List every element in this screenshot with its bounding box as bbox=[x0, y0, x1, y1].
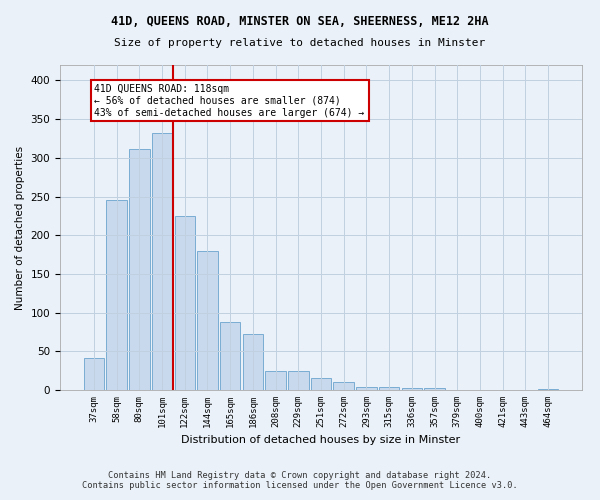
Text: 41D QUEENS ROAD: 118sqm
← 56% of detached houses are smaller (874)
43% of semi-d: 41D QUEENS ROAD: 118sqm ← 56% of detache… bbox=[94, 84, 365, 117]
Bar bbox=[311, 378, 331, 390]
Bar bbox=[152, 133, 172, 390]
X-axis label: Distribution of detached houses by size in Minster: Distribution of detached houses by size … bbox=[181, 436, 461, 446]
Text: 41D, QUEENS ROAD, MINSTER ON SEA, SHEERNESS, ME12 2HA: 41D, QUEENS ROAD, MINSTER ON SEA, SHEERN… bbox=[111, 15, 489, 28]
Bar bbox=[220, 322, 241, 390]
Bar bbox=[197, 250, 218, 390]
Bar bbox=[265, 370, 286, 390]
Bar bbox=[356, 387, 377, 390]
Text: Contains HM Land Registry data © Crown copyright and database right 2024.
Contai: Contains HM Land Registry data © Crown c… bbox=[82, 470, 518, 490]
Text: Size of property relative to detached houses in Minster: Size of property relative to detached ho… bbox=[115, 38, 485, 48]
Bar bbox=[424, 388, 445, 390]
Y-axis label: Number of detached properties: Number of detached properties bbox=[15, 146, 25, 310]
Bar bbox=[334, 382, 354, 390]
Bar bbox=[175, 216, 195, 390]
Bar bbox=[84, 358, 104, 390]
Bar bbox=[242, 334, 263, 390]
Bar bbox=[129, 150, 149, 390]
Bar bbox=[379, 387, 400, 390]
Bar bbox=[106, 200, 127, 390]
Bar bbox=[401, 388, 422, 390]
Bar bbox=[288, 370, 308, 390]
Bar bbox=[538, 389, 558, 390]
